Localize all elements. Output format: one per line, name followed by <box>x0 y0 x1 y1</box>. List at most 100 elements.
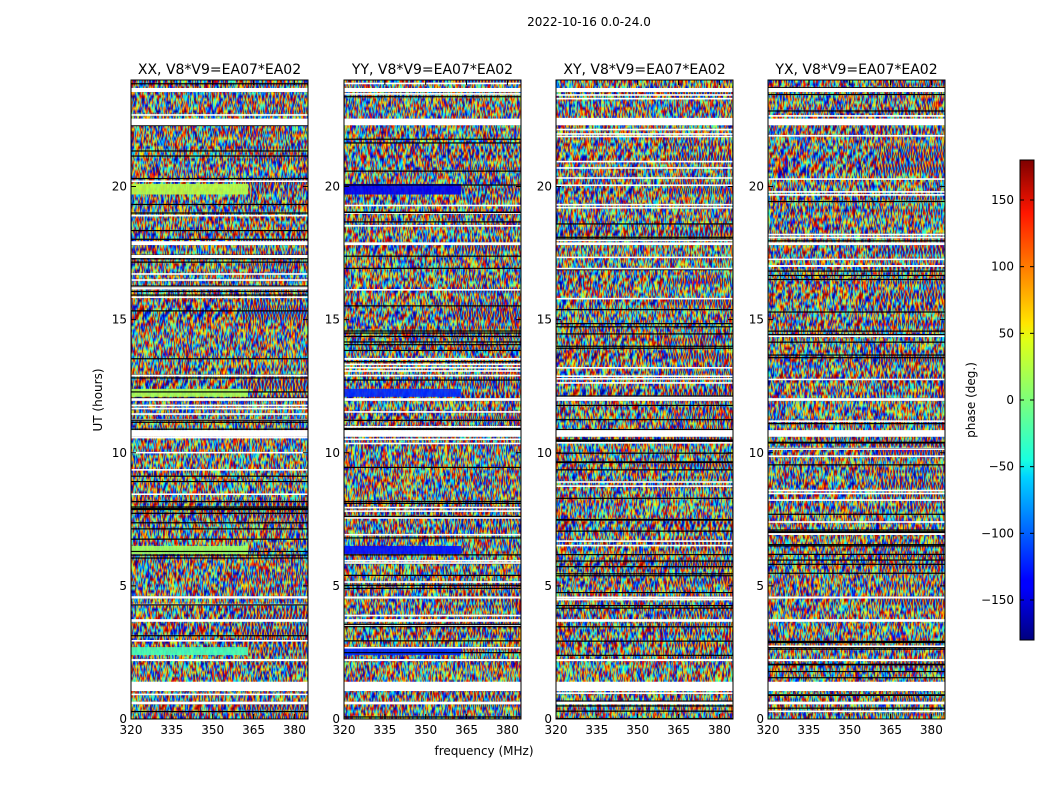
scan-boundary-line <box>131 294 308 296</box>
scan-boundary-line <box>768 563 945 565</box>
colorbar-tick-label: −150 <box>981 593 1014 607</box>
coherent-segment <box>131 545 249 554</box>
scan-boundary-line <box>131 229 308 232</box>
flag-line <box>131 436 308 439</box>
flag-line <box>556 598 733 601</box>
flag-line <box>768 178 945 180</box>
flag-line <box>344 624 521 626</box>
flag-line <box>344 510 521 512</box>
flag-line <box>556 297 733 300</box>
colorbar-ticks: 150 100 50 0 −50 −100 −150 <box>981 193 1034 607</box>
scan-boundary-line <box>344 419 521 421</box>
flag-line <box>768 236 945 239</box>
scan-boundary-line <box>768 441 945 443</box>
flag-line <box>556 267 733 270</box>
flag-line <box>768 710 945 713</box>
coherent-segment <box>131 388 249 397</box>
flag-line <box>556 203 733 206</box>
panel-yx: YX, V8*V9=EA07*EA02 320 335 350 365 380 0 5 10 15… <box>749 62 946 737</box>
scan-boundary-line <box>131 290 308 293</box>
colorbar-tick-label: −50 <box>989 460 1014 474</box>
y-tick-label: 10 <box>325 446 340 460</box>
flagged-band <box>131 242 308 246</box>
y-tick-label: 5 <box>119 579 127 593</box>
flag-line <box>344 614 521 617</box>
flagged-band <box>768 87 945 92</box>
scan-boundary-line <box>768 572 945 574</box>
flag-line <box>768 533 945 535</box>
y-tick-label: 5 <box>332 579 340 593</box>
scan-boundary-line <box>768 694 945 696</box>
flagged-band <box>344 619 521 622</box>
scan-boundary-line <box>131 419 308 421</box>
scan-boundary-line <box>344 96 521 98</box>
scan-boundary-line <box>768 311 945 313</box>
y-tick-label: 20 <box>325 180 340 194</box>
flagged-band <box>131 87 308 92</box>
flag-line <box>556 378 733 380</box>
scan-boundary-line <box>131 512 308 514</box>
flag-line <box>344 204 521 207</box>
scan-boundary-line <box>556 236 733 238</box>
scan-boundary-line <box>556 404 733 407</box>
y-tick-label: 20 <box>537 180 552 194</box>
colorbar-tick-label: −100 <box>981 526 1014 540</box>
flag-line <box>344 581 521 583</box>
scan-boundary-line <box>131 397 308 399</box>
coherent-segment <box>344 545 462 554</box>
scan-boundary-line <box>768 529 945 531</box>
y-tick-label: 0 <box>119 712 127 726</box>
scan-boundary-line <box>131 557 308 559</box>
y-tick-label: 10 <box>537 446 552 460</box>
scan-boundary-line <box>131 506 308 508</box>
scan-boundary-line <box>768 640 945 643</box>
scan-boundary-line <box>556 461 733 464</box>
coherent-segment <box>344 183 462 195</box>
y-tick-label: 0 <box>332 712 340 726</box>
scan-boundary-line <box>768 677 945 679</box>
flag-line <box>556 481 733 483</box>
flagged-band <box>131 681 308 692</box>
suptitle: 2022-10-16 0.0-24.0 <box>527 15 651 29</box>
panel-title: YX, V8*V9=EA07*EA02 <box>774 62 937 78</box>
flagged-band <box>344 659 521 662</box>
x-tick-label: 350 <box>626 723 649 737</box>
x-tick-label: 365 <box>667 723 690 737</box>
flag-line <box>344 426 521 428</box>
scan-boundary-line <box>556 575 733 577</box>
scan-boundary-line <box>131 150 308 152</box>
flagged-band <box>556 87 733 92</box>
flagged-band <box>344 681 521 692</box>
scan-boundary-line <box>556 604 733 607</box>
coherent-segment <box>344 388 462 397</box>
y-tick-label: 10 <box>112 446 127 460</box>
flag-line <box>131 451 308 454</box>
y-tick-label: 0 <box>756 712 764 726</box>
scan-boundary-line <box>556 530 733 532</box>
flagged-band <box>131 118 308 126</box>
y-tick-label: 5 <box>544 579 552 593</box>
scan-boundary-line <box>768 648 945 650</box>
flag-line <box>768 335 945 338</box>
x-tick-label: 350 <box>414 723 437 737</box>
flagged-band <box>556 701 733 705</box>
flagged-band <box>768 118 945 126</box>
scan-boundary-line <box>768 330 945 332</box>
flag-line <box>556 167 733 169</box>
scan-boundary-line <box>556 323 733 325</box>
scan-boundary-line <box>768 423 945 425</box>
flag-line <box>344 438 521 441</box>
flag-line <box>556 128 733 131</box>
x-tick-label: 320 <box>120 723 143 737</box>
scan-boundary-line <box>768 274 945 277</box>
scan-boundary-line <box>556 439 733 441</box>
scan-boundary-line <box>556 469 733 471</box>
x-tick-label: 380 <box>920 723 943 737</box>
scan-boundary-line <box>131 177 308 180</box>
flagged-band <box>131 619 308 622</box>
flag-line <box>556 396 733 399</box>
flag-line <box>344 82 521 85</box>
panel-title: XX, V8*V9=EA07*EA02 <box>138 62 301 78</box>
x-tick-label: 335 <box>160 723 183 737</box>
scan-boundary-line <box>131 710 308 713</box>
